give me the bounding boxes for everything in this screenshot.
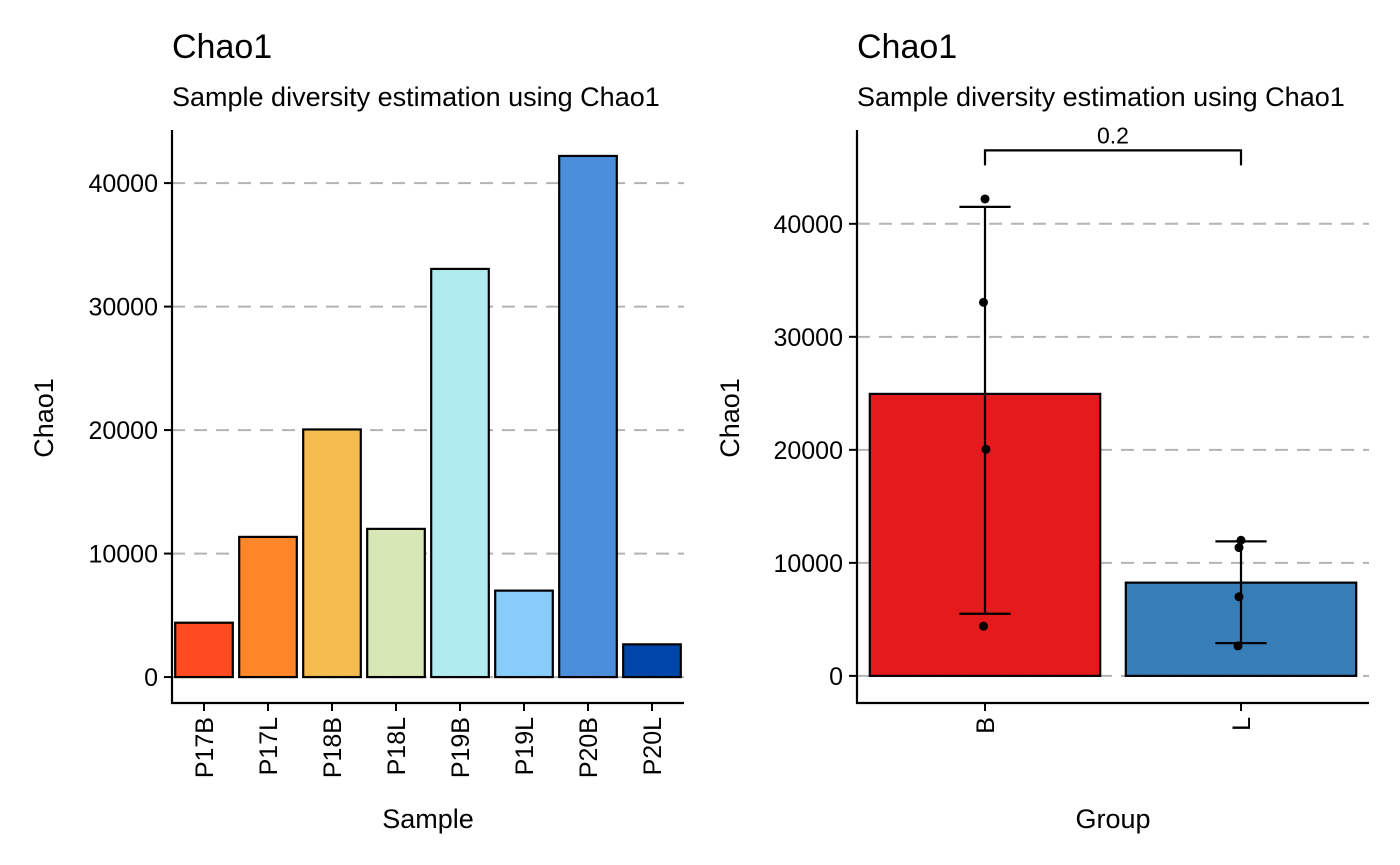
y-tick-label: 10000 (88, 541, 158, 569)
comparison-bracket (983, 149, 1243, 166)
data-point-l (1234, 592, 1244, 602)
bar-p17l (238, 535, 298, 679)
data-point-l (1236, 535, 1246, 545)
panel-sample-chart: Chao1 Sample diversity estimation using … (29, 28, 684, 834)
panel2-y-axis-title: Chao1 (715, 378, 745, 458)
x-tick-label-p20b: P20B (575, 717, 603, 778)
panel2-title: Chao1 (857, 28, 957, 66)
x-tick-label-p18l: P18L (383, 717, 411, 775)
panel1-x-ticks: P17B P17L P18B P18L P19B P19L P20B P20L (191, 703, 667, 778)
x-tick-label-p17b: P17B (191, 717, 219, 778)
x-tick-label-p17l: P17L (255, 717, 283, 775)
y-tick-label: 40000 (773, 211, 843, 239)
bar-p19b (430, 267, 490, 679)
y-tick-label: 40000 (88, 170, 158, 198)
panel2-points (979, 194, 1246, 651)
panel2-bars (868, 392, 1358, 677)
y-tick-label: 30000 (88, 294, 158, 322)
bar-p20b (558, 154, 618, 679)
panel2-subtitle: Sample diversity estimation using Chao1 (857, 82, 1345, 112)
x-tick-label-b: B (972, 717, 1000, 734)
panel1-y-ticks: 0 10000 20000 30000 40000 (88, 170, 172, 692)
panel-group-chart: Chao1 Sample diversity estimation using … (715, 28, 1369, 834)
panel2-y-ticks: 0 10000 20000 30000 40000 (773, 211, 857, 691)
y-tick-label: 20000 (88, 417, 158, 445)
data-point-b (979, 297, 988, 307)
bar-p17b (174, 621, 234, 679)
bar-p20l (622, 643, 682, 679)
y-tick-label: 10000 (773, 550, 843, 578)
x-tick-label-p20l: P20L (639, 717, 667, 775)
panel1-bars (174, 154, 682, 679)
panel2-comparison-bracket: 0.2 (983, 122, 1243, 166)
panel1-x-axis-title: Sample (382, 804, 474, 834)
comparison-p-value: 0.2 (1097, 122, 1129, 148)
bar-p18l (366, 527, 426, 679)
x-tick-label-p18b: P18B (319, 717, 347, 778)
bar-p19l (494, 589, 554, 679)
x-tick-label-l: L (1228, 717, 1256, 731)
y-tick-label: 20000 (773, 437, 843, 465)
y-tick-label: 0 (829, 663, 843, 691)
panel2-x-axis-title: Group (1075, 804, 1150, 834)
data-point-b (981, 444, 991, 454)
panel1-y-axis-title: Chao1 (29, 378, 59, 458)
bar-p18b (302, 428, 362, 679)
panel1-title: Chao1 (172, 28, 272, 66)
y-tick-label: 0 (144, 664, 158, 692)
x-tick-label-p19b: P19B (447, 717, 475, 778)
data-point-l (1234, 543, 1244, 553)
data-point-b (980, 194, 990, 204)
data-point-b (979, 621, 988, 631)
data-point-l (1233, 641, 1243, 651)
panel1-subtitle: Sample diversity estimation using Chao1 (172, 82, 660, 112)
x-tick-label-p19l: P19L (511, 717, 539, 775)
y-tick-label: 30000 (773, 324, 843, 352)
